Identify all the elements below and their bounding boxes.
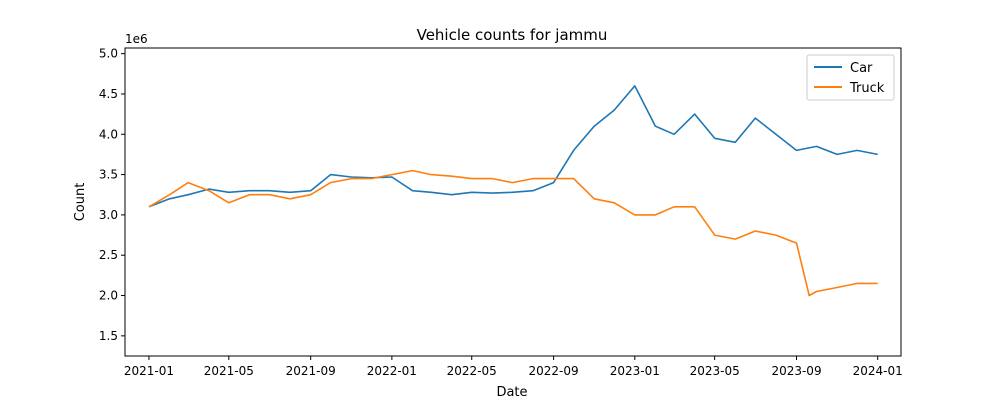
y-tick-label: 3.5 — [99, 168, 118, 182]
legend-label-truck: Truck — [849, 81, 885, 96]
x-axis: 2021-01 2021-05 2021-09 2022-01 2022-05 2022-… — [124, 356, 903, 378]
x-tick-label: 2023-01 — [610, 364, 660, 378]
x-tick-label: 2022-09 — [529, 364, 579, 378]
x-tick-label: 2021-05 — [204, 364, 254, 378]
x-tick-label: 2023-09 — [771, 364, 821, 378]
y-axis-offset-label: 1e6 — [125, 32, 148, 46]
x-tick-label: 2022-01 — [367, 364, 417, 378]
x-tick-label: 2024-01 — [853, 364, 903, 378]
y-tick-label: 2.5 — [99, 248, 118, 262]
series-line-truck — [148, 169, 878, 297]
legend: Car Truck — [806, 54, 895, 101]
x-axis-label: Date — [496, 385, 527, 400]
x-tick-label: 2022-05 — [447, 364, 497, 378]
chart-title: Vehicle counts for jammu — [417, 26, 608, 44]
plot-series — [148, 85, 878, 297]
y-tick-label: 1.5 — [99, 329, 118, 343]
plot-frame — [124, 47, 902, 357]
y-tick-label: 3.0 — [99, 208, 118, 222]
y-tick-label: 2.0 — [99, 289, 118, 303]
y-tick-label: 4.0 — [99, 127, 118, 141]
series-line-car — [148, 85, 878, 208]
x-tick-label: 2021-09 — [286, 364, 336, 378]
y-tick-label: 4.5 — [99, 87, 118, 101]
x-tick-label: 2023-05 — [690, 364, 740, 378]
legend-label-car: Car — [850, 61, 873, 76]
y-tick-label: 5.0 — [99, 47, 118, 61]
x-tick-label: 2021-01 — [124, 364, 174, 378]
y-axis: 1.5 2.0 2.5 3.0 3.5 4.0 4.5 5.0 — [99, 47, 125, 343]
y-axis-label: Count — [73, 183, 88, 222]
